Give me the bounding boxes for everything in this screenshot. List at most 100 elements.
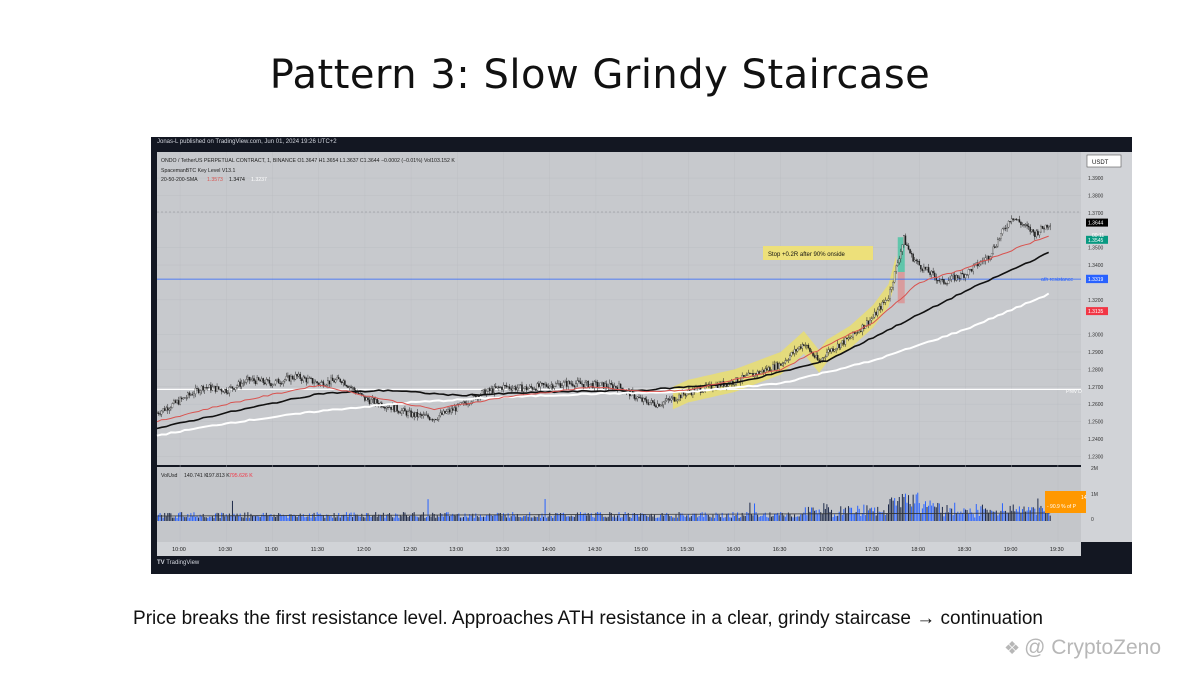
volume-bar: [715, 512, 717, 521]
candle-body: [331, 377, 334, 381]
volume-bar: [604, 516, 606, 521]
volume-bar: [248, 517, 250, 521]
x-tick-label: 19:30: [1050, 547, 1064, 553]
candle-body: [881, 301, 884, 310]
candle-body: [926, 267, 928, 270]
candle-body: [347, 385, 349, 388]
candle-body: [684, 394, 686, 396]
candle-body: [1026, 224, 1028, 227]
volume-bar: [412, 513, 414, 521]
volume-bar: [470, 515, 472, 521]
volume-bar: [342, 514, 344, 521]
volume-bar: [215, 513, 217, 521]
candle-body: [880, 306, 882, 310]
volume-bar: [478, 517, 480, 521]
volume-bar: [803, 512, 805, 521]
volume-percent-top: 14: [1081, 495, 1087, 501]
volume-bar: [886, 513, 888, 521]
candle-body: [550, 384, 552, 387]
volume-bar: [880, 512, 882, 521]
volume-bar: [797, 516, 799, 521]
candle-body: [827, 349, 830, 353]
symbol-line: ONDO / TetherUS PERPETUAL CONTRACT, 1, B…: [161, 158, 455, 164]
volume-bar: [216, 512, 218, 521]
volume-bar: [432, 512, 434, 521]
volume-bar: [570, 515, 572, 521]
volume-bar: [285, 515, 287, 521]
candle-body: [747, 372, 750, 376]
candle-body: [776, 362, 779, 369]
candle-body: [532, 387, 534, 390]
volume-bar: [874, 507, 876, 521]
volume-bar: [869, 508, 871, 521]
volume-bar: [235, 516, 237, 521]
x-tick-label: 13:00: [449, 547, 463, 553]
time-axis: [157, 542, 1081, 556]
candle-body: [915, 259, 917, 262]
volume-bar: [600, 512, 602, 521]
currency-badge[interactable]: [1086, 154, 1122, 168]
volume-bar: [429, 515, 431, 521]
volume-bar: [898, 497, 900, 521]
candle-body: [434, 419, 437, 420]
volume-bar: [767, 517, 769, 521]
candle-body: [508, 386, 511, 389]
volume-bar: [352, 517, 354, 521]
candle-body: [493, 386, 496, 393]
y-tick-label: 1.2500: [1088, 420, 1104, 426]
candle-body: [527, 388, 529, 391]
volume-bar: [746, 512, 748, 521]
volume-bar: [427, 499, 429, 521]
candle-body: [194, 387, 197, 395]
volume-bar: [943, 516, 945, 521]
volume-bar: [162, 517, 164, 521]
volume-bar: [359, 516, 361, 521]
volume-bar: [675, 514, 677, 521]
volume-bar: [1020, 512, 1022, 521]
volume-bar: [977, 509, 979, 521]
candle-body: [413, 412, 415, 417]
volume-bar: [487, 514, 489, 521]
candle-body: [898, 258, 901, 263]
x-tick-label: 15:30: [680, 547, 694, 553]
candle-body: [806, 344, 808, 346]
volume-bar: [875, 515, 877, 521]
volume-bar: [920, 513, 922, 521]
candle-body: [247, 376, 249, 380]
volume-bar: [438, 516, 440, 521]
volume-bar: [404, 512, 406, 521]
candle-body: [886, 299, 888, 301]
volume-bar: [489, 513, 491, 521]
volume-bar: [198, 517, 200, 521]
candle-body: [264, 382, 266, 385]
volume-bar: [592, 516, 594, 521]
volume-bar: [709, 516, 711, 521]
volume-bar: [251, 515, 253, 521]
volume-bar: [272, 516, 273, 521]
candle-body: [599, 382, 602, 386]
candle-body: [860, 330, 862, 332]
volume-bar: [393, 517, 395, 521]
volume-bar: [402, 512, 404, 521]
candle-body: [567, 381, 569, 387]
volume-bar: [1025, 511, 1027, 521]
volume-bar: [854, 513, 856, 521]
volume-bar: [607, 516, 609, 521]
volume-bar: [293, 514, 295, 521]
candle-body: [524, 386, 526, 389]
x-tick-label: 16:00: [727, 547, 741, 553]
candle-body: [317, 382, 320, 385]
candle-body: [307, 378, 309, 383]
volume-bar: [213, 517, 215, 521]
volume-bar: [1040, 505, 1042, 521]
volume-bar: [667, 514, 669, 521]
volume-bar: [372, 515, 374, 521]
candle-body: [947, 280, 950, 284]
volume-bar: [1005, 510, 1007, 521]
volume-bar: [182, 516, 184, 521]
candle-body: [433, 419, 435, 421]
volume-bar: [195, 516, 196, 521]
volume-bar: [664, 514, 666, 521]
candle-body: [239, 381, 241, 387]
volume-bar: [849, 507, 851, 521]
